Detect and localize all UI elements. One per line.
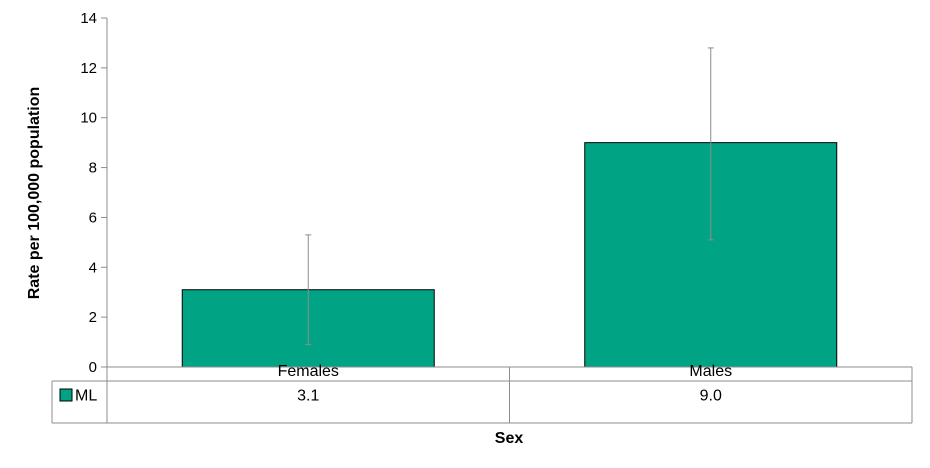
category-label: Males [689, 363, 732, 380]
y-tick-label: 4 [89, 259, 97, 276]
legend-swatch [59, 388, 73, 402]
y-tick-label: 12 [80, 60, 97, 77]
y-tick-label: 10 [80, 110, 97, 127]
y-tick-label: 6 [89, 209, 97, 226]
y-tick-label: 14 [80, 10, 97, 27]
legend-series-name: ML [75, 388, 97, 405]
data-table: Females Males ML 3.1 9.0 [51, 363, 913, 424]
category-label: Females [278, 363, 339, 380]
y-tick-label: 0 [89, 359, 97, 376]
plot-area: 0 2 4 6 8 10 12 14 [80, 10, 838, 376]
y-tick-label: 2 [89, 309, 97, 326]
y-tick-label: 8 [89, 160, 97, 177]
x-axis-title: Sex [495, 430, 524, 447]
data-value-label: 9.0 [700, 388, 722, 405]
data-value-label: 3.1 [297, 388, 319, 405]
y-axis-title: Rate per 100,000 population [26, 87, 43, 300]
